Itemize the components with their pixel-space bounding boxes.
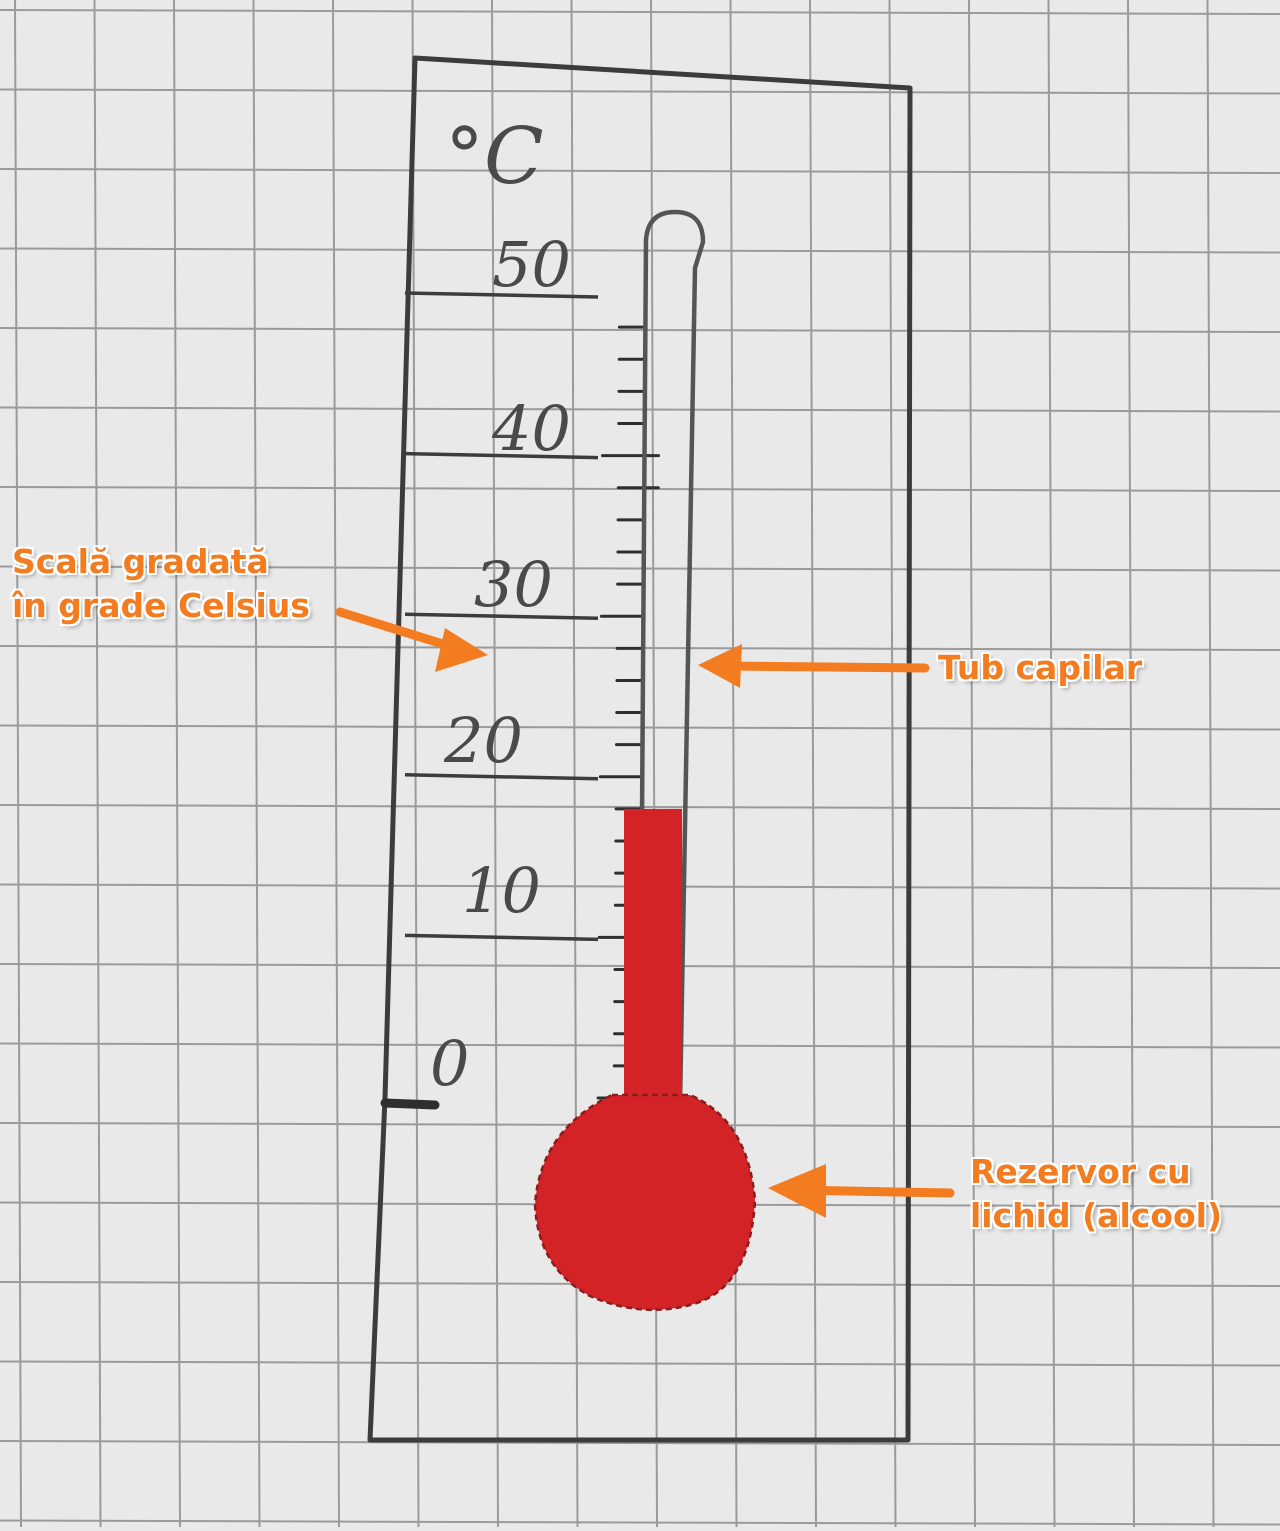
decade-line <box>404 612 599 620</box>
grid-line-horizontal <box>0 88 1280 95</box>
grid-line-horizontal <box>0 1519 1280 1526</box>
decade-line <box>404 291 599 299</box>
grid-line-vertical <box>1047 0 1056 1528</box>
reservoir-callout-line-1: Rezervor cu <box>970 1152 1191 1191</box>
grid-line-vertical <box>570 0 579 1528</box>
grid-line-vertical <box>809 0 817 1528</box>
scale-label-50: 50 <box>492 228 571 301</box>
grid-line-horizontal <box>0 9 1280 15</box>
scale-callout: Scală gradată în grade Celsius <box>12 540 310 628</box>
arrow-tube <box>698 644 930 688</box>
scale-ticks <box>596 325 661 1100</box>
zero-mark <box>380 1098 440 1110</box>
grid-line-horizontal <box>0 327 1280 333</box>
reservoir-callout-line-2: lichid (alcool) <box>970 1196 1223 1235</box>
grid-line-vertical <box>173 0 181 1528</box>
grid-line-vertical <box>1206 0 1215 1528</box>
grid-line-horizontal <box>0 406 1280 413</box>
grid-line-vertical <box>729 0 738 1528</box>
grid-line-vertical <box>411 0 420 1528</box>
grid-line-vertical <box>332 0 340 1528</box>
tube-callout: Tub capilar <box>938 646 1142 690</box>
grid-line-horizontal <box>0 247 1280 254</box>
arrow-reservoir <box>768 1164 955 1218</box>
scale-label-40: 40 <box>491 392 571 465</box>
scale-labels: 50 40 30 20 10 0 <box>430 228 571 1100</box>
grid-line-horizontal <box>0 724 1280 731</box>
decade-line <box>404 933 599 942</box>
capillary-tube <box>637 209 706 1108</box>
grid-line-vertical <box>252 0 261 1528</box>
decade-lines <box>404 291 599 942</box>
liquid-column <box>624 808 682 1110</box>
grid-line-horizontal <box>0 1360 1280 1367</box>
tube-callout-label: Tub capilar <box>938 648 1143 687</box>
scale-label-0: 0 <box>430 1027 469 1100</box>
scale-callout-line-2: în grade Celsius <box>12 586 310 625</box>
grid-line-horizontal <box>0 168 1280 174</box>
thermometer-board <box>367 55 913 1443</box>
reservoir-bulb <box>533 1093 757 1312</box>
grid-line-vertical <box>968 0 976 1528</box>
grid-line-horizontal <box>0 565 1280 572</box>
grid-line-vertical <box>93 0 102 1528</box>
decade-line <box>404 773 599 781</box>
grid-line-vertical <box>888 0 897 1528</box>
arrow-scale <box>335 607 488 672</box>
scale-callout-line-1: Scală gradată <box>12 542 269 581</box>
reservoir-callout: Rezervor cu lichid (alcool) <box>970 1150 1222 1238</box>
unit-label: °C <box>445 112 544 202</box>
grid-line-vertical <box>491 0 499 1528</box>
decade-line <box>404 451 599 460</box>
scale-label-10: 10 <box>462 854 541 927</box>
grid-line-vertical <box>14 0 22 1528</box>
scale-label-20: 20 <box>443 704 523 777</box>
grid-line-horizontal <box>0 1440 1280 1446</box>
scale-label-30: 30 <box>474 548 553 621</box>
grid-line-vertical <box>1127 0 1135 1528</box>
